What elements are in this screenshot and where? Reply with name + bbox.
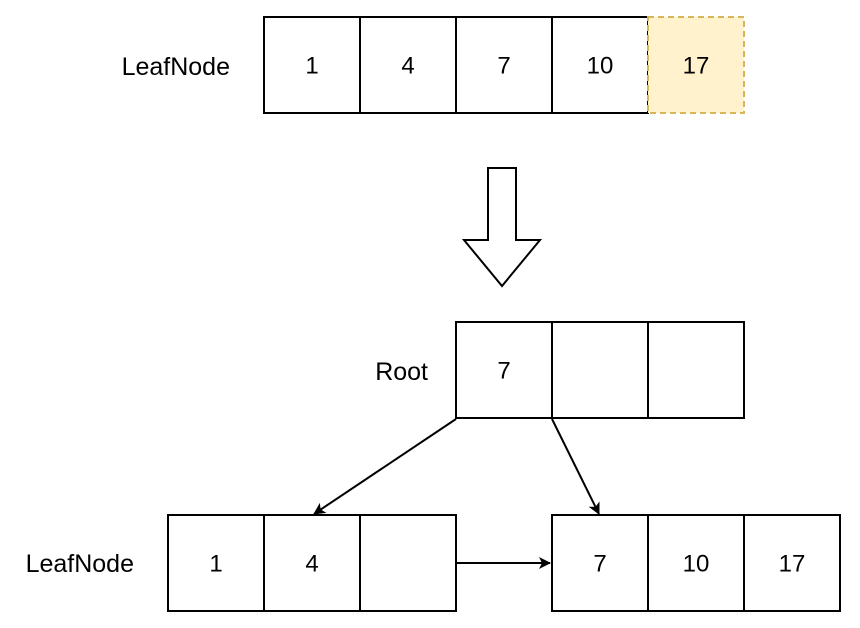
left-leaf-node: 1 4: [167, 514, 457, 612]
before-cell-3-box: [455, 16, 553, 114]
before-cell-1: 1: [305, 53, 318, 80]
root-node: 7: [455, 321, 745, 419]
root-cell-3-box: [647, 321, 745, 419]
left-leaf-cell-1: 1: [209, 551, 222, 578]
root-cell-1: 7: [497, 358, 510, 385]
before-cell-2: 4: [401, 53, 414, 80]
before-cell-5-new-key: 17: [683, 53, 710, 80]
right-leaf-cell-2-box: [647, 514, 745, 612]
left-leaf-cell-2: 4: [305, 551, 318, 578]
right-leaf-cell-2: 10: [683, 551, 710, 578]
before-cell-5-new-key-box: [647, 16, 745, 114]
before-cell-1-box: [263, 16, 361, 114]
before-cell-4: 10: [587, 53, 614, 80]
right-leaf-cell-1: 7: [593, 551, 606, 578]
left-leaf-label: LeafNode: [26, 550, 134, 578]
root-label: Root: [375, 358, 428, 386]
before-leaf-node: 1 4 7 10 17: [263, 16, 745, 114]
root-to-left-leaf-edge: [313, 418, 457, 515]
right-leaf-cell-3: 17: [779, 551, 806, 578]
transition-down-arrow-icon: [461, 167, 543, 288]
left-leaf-cell-3-box: [359, 514, 457, 612]
root-cell-2-box: [551, 321, 649, 419]
before-leaf-label: LeafNode: [122, 53, 230, 81]
left-leaf-cell-1-box: [167, 514, 265, 612]
root-to-right-leaf-edge: [551, 418, 600, 515]
before-cell-2-box: [359, 16, 457, 114]
right-leaf-node: 7 10 17: [551, 514, 841, 612]
right-leaf-cell-3-box: [743, 514, 841, 612]
before-cell-3: 7: [497, 53, 510, 80]
